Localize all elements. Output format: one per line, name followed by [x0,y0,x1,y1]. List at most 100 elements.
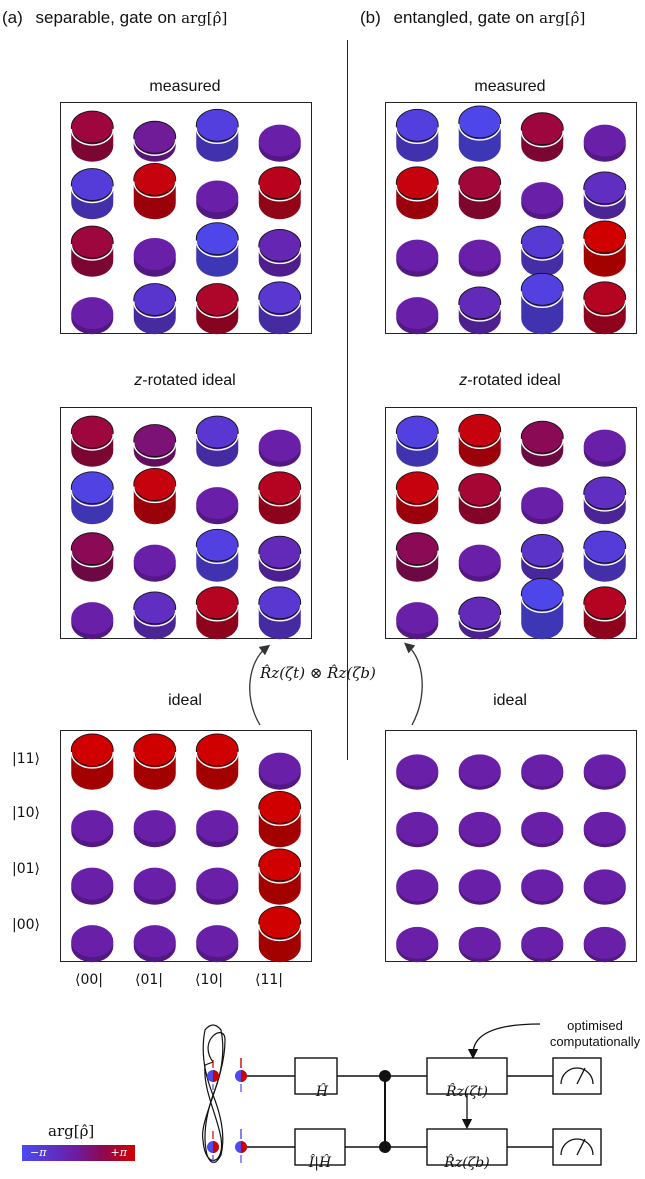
arrow-right [404,642,423,726]
spin-icon-bottom [235,1129,247,1163]
bar-r1-c0 [70,471,114,525]
panel-a-zrot [60,407,312,640]
bar-r0-c1 [458,413,502,467]
bar-r0-c0 [70,733,114,790]
panel-a-measured [60,102,312,335]
bar-r2-c3 [583,530,627,582]
gate-bottom-1-label: Î|Ĥ [308,1155,332,1171]
bar-r2-c3 [258,228,302,277]
header-b-text: entangled, gate on [393,8,535,27]
bar-r2-c1 [133,867,176,905]
bar-r3-c2 [520,272,564,335]
bar-r2-c0 [70,225,114,277]
bar-r3-c0 [396,297,439,335]
bar-r3-c3 [258,281,302,335]
title-a-ideal: ideal [168,692,202,709]
bar-r1-c1 [458,166,502,220]
panel-b-measured [385,102,637,335]
bar-r3-c2 [521,926,564,963]
bar-r2-c0 [71,867,114,905]
bar-r2-c2 [520,533,564,582]
header-b-tag: (b) [360,8,381,27]
bar-r0-c2 [195,415,239,467]
header-b: (b) entangled, gate on arg[ρ̂] [360,8,585,28]
title-b-ideal: ideal [493,692,527,709]
bar-r2-c1 [458,544,501,582]
bar-r3-c1 [133,591,177,640]
bar-r3-c0 [396,926,439,963]
bar-r1-c3 [258,471,302,525]
bar-r1-c1 [458,473,502,525]
bar-r3-c3 [583,926,626,963]
bar-r2-c1 [458,239,501,277]
bar-r0-c3 [583,754,626,790]
bar-r3-c0 [71,602,114,640]
bar-r0-c2 [195,733,239,790]
bar-r1-c0 [70,168,114,220]
row-label-01: |01⟩ [12,861,40,877]
bar-r2-c0 [70,532,114,582]
bar-r2-c2 [196,867,239,905]
bar-r0-c3 [258,429,301,467]
bar-r0-c2 [520,112,564,162]
row-label-00: |00⟩ [12,917,40,933]
col-label-00: ⟨00| [75,972,103,988]
bar-r2-c0 [395,532,439,582]
bar-r1-c3 [583,811,626,848]
bar-r3-c2 [195,586,239,640]
bar-r1-c2 [196,487,239,525]
gate-bottom-2-label: R̂z(ζb) [444,1155,490,1171]
bar-r3-c0 [71,925,114,963]
annotation-arrow [467,1023,541,1060]
gate-bottom-1-box [294,1128,346,1166]
bar-r0-c2 [521,754,564,790]
bar-r1-c3 [583,476,627,525]
arrow-left [249,644,271,726]
title-a-measured: measured [149,78,221,95]
bar-r0-c3 [583,124,626,162]
bar-r2-c2 [520,225,564,277]
bar-r3-c1 [458,596,502,640]
bar-r3-c1 [133,283,177,335]
bar-r0-c0 [395,108,439,162]
col-label-10: ⟨10| [195,972,223,988]
rotation-label: R̂z(ζt) ⊗ R̂z(ζb) [260,664,376,682]
colorbar: −π +π [22,1145,135,1161]
col-label-11: ⟨11| [255,972,283,988]
bar-r3-c1 [133,925,176,963]
title-a-zrot: z-rotated ideal [134,372,236,389]
bar-r0-c0 [396,754,439,790]
bar-r0-c1 [133,120,177,162]
bar-r0-c3 [258,752,301,790]
bar-r1-c2 [521,811,564,848]
bar-r2-c1 [133,544,176,582]
bar-r3-c3 [258,905,302,963]
panel-a-ideal [60,730,312,963]
bar-r2-c2 [195,222,239,277]
panel-b-zrot [385,407,637,640]
bar-r3-c2 [195,283,239,335]
spin-icon-top-left [207,1060,219,1090]
cz-dot-top [379,1070,391,1082]
bar-r1-c1 [133,467,177,525]
colorbar-label: arg[ρ̂] [48,1122,95,1140]
bar-r2-c0 [396,239,439,277]
gate-top-1-label: Ĥ [315,1084,329,1100]
spin-icon-bottom-left [207,1131,219,1163]
bar-r3-c3 [583,281,627,335]
bar-r3-c3 [258,586,302,640]
bar-r2-c2 [521,869,564,905]
bar-r1-c2 [196,180,239,220]
bar-r2-c3 [583,869,626,905]
bar-r1-c0 [395,471,439,525]
bar-r1-c0 [395,166,439,220]
bar-r3-c1 [458,926,501,963]
bar-r2-c0 [396,869,439,905]
bar-r3-c0 [71,297,114,335]
bar-r0-c2 [195,108,239,162]
row-label-10: |10⟩ [12,805,40,821]
header-a: (a) separable, gate on arg[ρ̂] [2,8,227,28]
circuit-annotation: optimised computationally [549,1018,641,1049]
bar-r0-c0 [70,110,114,162]
bar-r1-c1 [458,811,501,848]
